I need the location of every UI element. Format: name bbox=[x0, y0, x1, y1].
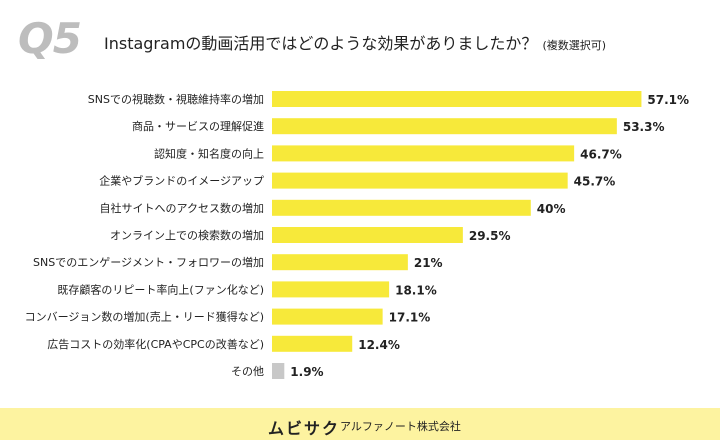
bar bbox=[272, 145, 575, 162]
category-label: オンライン上での検索数の増加 bbox=[110, 228, 264, 242]
category-label: 企業やブランドのイメージアップ bbox=[99, 174, 264, 188]
value-label: 17.1% bbox=[389, 311, 431, 325]
category-label: SNSでのエンゲージメント・フォロワーの増加 bbox=[33, 256, 264, 269]
chart-title: Instagramの動画活用ではどのような効果がありましたか？ (複数選択可) bbox=[104, 30, 606, 54]
value-label: 21% bbox=[414, 256, 443, 270]
category-label: 商品・サービスの理解促進 bbox=[132, 119, 264, 133]
bar bbox=[272, 199, 531, 216]
bar bbox=[272, 118, 617, 135]
value-label: 45.7% bbox=[574, 175, 616, 189]
value-label: 12.4% bbox=[358, 338, 400, 352]
footer-band: ムビサク アルファノート株式会社 bbox=[0, 408, 720, 440]
company-name: アルファノート株式会社 bbox=[340, 420, 461, 433]
value-label: 57.1% bbox=[647, 93, 689, 107]
value-label: 46.7% bbox=[580, 147, 622, 161]
value-label: 18.1% bbox=[395, 283, 437, 297]
category-label: 既存顧客のリピート率向上(ファン化など) bbox=[57, 282, 264, 296]
bar bbox=[272, 335, 353, 352]
brand-logo: ムビサク bbox=[268, 419, 341, 438]
bar bbox=[272, 308, 383, 325]
value-label: 29.5% bbox=[469, 229, 511, 243]
bar bbox=[272, 254, 408, 271]
category-label: コンバージョン数の増加(売上・リード獲得など) bbox=[25, 311, 264, 324]
value-label: 53.3% bbox=[623, 120, 665, 134]
bar-chart: SNSでの視聴数・視聴維持率の増加 57.1% 商品・サービスの理解促進 53.3% 認… bbox=[25, 91, 689, 379]
value-label: 40% bbox=[537, 202, 566, 216]
bar bbox=[272, 172, 568, 189]
category-label: SNSでの視聴数・視聴維持率の増加 bbox=[88, 92, 264, 106]
bar bbox=[272, 227, 463, 243]
category-label: 認知度・知名度の向上 bbox=[154, 146, 264, 160]
question-number: Q5 bbox=[18, 14, 82, 63]
bar bbox=[272, 363, 285, 379]
category-label: その他 bbox=[231, 365, 264, 378]
value-label: 1.9% bbox=[290, 365, 323, 379]
category-label: 自社サイトへのアクセス数の増加 bbox=[100, 201, 264, 215]
chart-title-text: Instagramの動画活用ではどのような効果がありましたか？ bbox=[104, 34, 538, 53]
chart-title-note: (複数選択可) bbox=[542, 39, 607, 52]
bar bbox=[272, 91, 642, 107]
category-label: 広告コストの効率化(CPAやCPCの改善など) bbox=[47, 337, 264, 351]
bar bbox=[272, 281, 390, 298]
